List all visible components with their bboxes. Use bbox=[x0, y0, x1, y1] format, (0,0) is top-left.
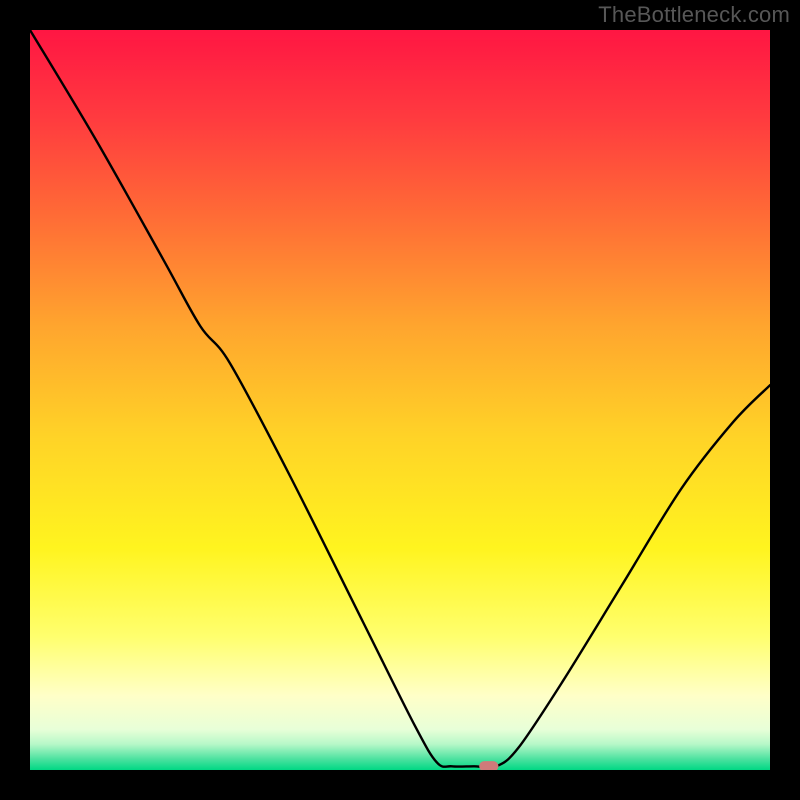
gradient-chart-svg bbox=[30, 30, 770, 770]
watermark-text: TheBottleneck.com bbox=[598, 2, 790, 28]
optimal-marker bbox=[479, 761, 498, 770]
plot-area bbox=[30, 30, 770, 770]
gradient-background bbox=[30, 30, 770, 770]
chart-frame: TheBottleneck.com bbox=[0, 0, 800, 800]
